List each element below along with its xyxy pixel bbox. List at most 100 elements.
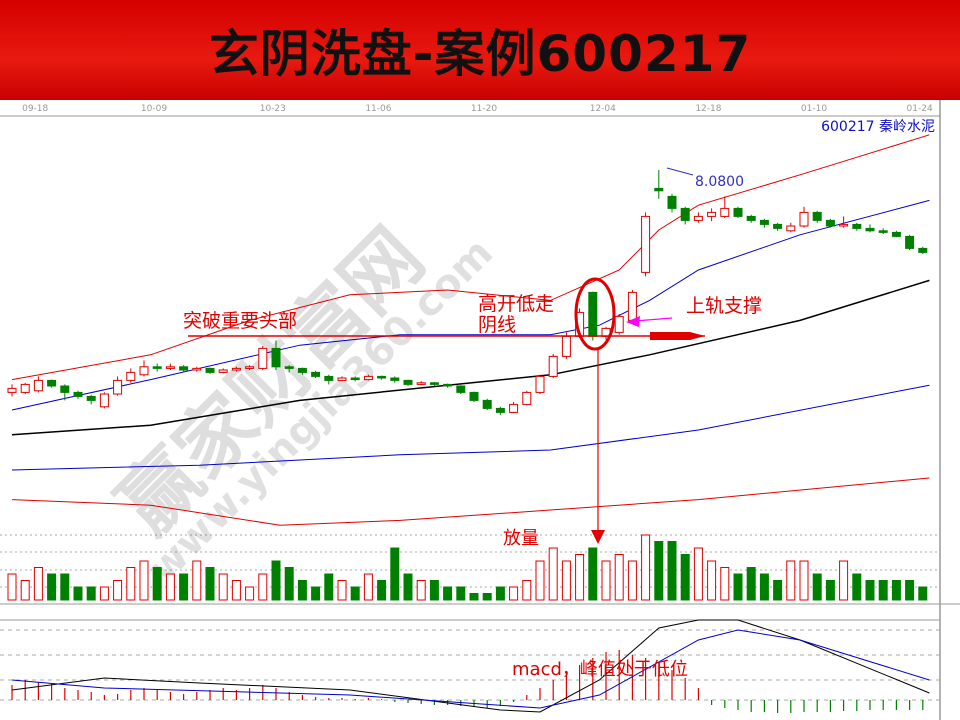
candle-up — [627, 291, 637, 321]
candle-down — [812, 211, 822, 221]
x-tick-label: 10-23 — [260, 104, 286, 114]
candle-down — [680, 207, 690, 221]
volume-bar — [139, 560, 149, 601]
x-tick-label: 12-18 — [695, 104, 721, 114]
volume-bar — [799, 560, 809, 601]
volume-bar — [443, 586, 453, 601]
candle-down — [284, 366, 294, 369]
volume-bar — [707, 560, 717, 601]
candle-up — [245, 366, 255, 369]
volume-bar — [878, 580, 888, 601]
volume-bar — [588, 547, 598, 601]
title-banner: 玄阴洗盘-案例600217 — [0, 0, 960, 100]
volume-bar — [746, 567, 756, 601]
volume-bar — [324, 573, 334, 601]
volume-bar — [363, 573, 373, 601]
mid-band-line — [11, 199, 930, 411]
candle-down — [152, 366, 162, 369]
moving-average-line — [11, 279, 930, 436]
volume-bar — [152, 567, 162, 601]
high-price-label: 8.0800 — [695, 174, 744, 190]
volume-bar — [812, 573, 822, 601]
candle-down — [350, 377, 360, 381]
volume-bar — [905, 580, 915, 601]
candle-down — [179, 366, 189, 371]
annotation-breakout: 突破重要头部 — [183, 310, 297, 332]
volume-bar — [165, 573, 175, 601]
volume-bar — [561, 560, 571, 601]
volume-bar — [548, 547, 558, 601]
annotation-support: 上轨支撑 — [686, 295, 762, 317]
candle-up — [231, 367, 241, 371]
annotation-volume: 放量 — [503, 528, 539, 549]
volume-bar — [720, 567, 730, 601]
x-tick-label: 11-06 — [365, 104, 391, 114]
x-tick-label: 11-20 — [471, 104, 497, 114]
candle-up — [33, 379, 43, 392]
candle-down — [825, 219, 835, 227]
bands — [11, 134, 930, 526]
annotations: 突破重要头部 高开低走 阴线 放量 上轨支撑 8.0800 macd，峰值处于低… — [183, 167, 762, 680]
volume-bar — [773, 580, 783, 601]
macd-dea-line — [11, 629, 930, 709]
candle-down — [443, 383, 453, 387]
candle-up — [20, 383, 30, 393]
candle-down — [205, 367, 215, 373]
volume-bar — [350, 586, 360, 601]
volume-bar — [284, 567, 294, 601]
candle-up — [561, 335, 571, 357]
candle-up — [786, 225, 796, 232]
volume-bar — [231, 580, 241, 601]
volume-bar — [33, 567, 43, 601]
candle-down — [918, 247, 928, 253]
volume-bar — [654, 541, 664, 601]
volume-bar — [509, 586, 519, 601]
candle-down — [456, 385, 466, 393]
volume-bar — [482, 593, 492, 601]
candle-down — [746, 215, 756, 221]
candle-up — [720, 207, 730, 217]
volume-bar — [456, 586, 466, 601]
candle-down — [878, 230, 888, 233]
candle-up — [139, 366, 149, 376]
volume-bar — [205, 567, 215, 601]
candle-down — [588, 291, 598, 337]
volume-bar — [627, 560, 637, 601]
page-title: 玄阴洗盘-案例600217 — [208, 25, 752, 83]
volume-bar — [614, 554, 624, 601]
candle-down — [86, 395, 96, 401]
volume-bar — [271, 560, 281, 601]
volume-bar — [839, 560, 849, 601]
candle-down — [759, 219, 769, 225]
volume-bar — [99, 586, 109, 601]
candle-down — [654, 187, 664, 192]
highlight-ellipse — [574, 277, 616, 351]
volume-bar — [47, 573, 57, 601]
stock-label: 600217 秦岭水泥 — [821, 119, 935, 135]
volume-bar — [416, 580, 426, 601]
magenta-arrow-icon — [626, 316, 640, 327]
volume-bar — [495, 586, 505, 601]
annotation-gap-up-2: 阴线 — [478, 314, 516, 336]
candle-up — [509, 403, 519, 413]
candle-up — [535, 375, 545, 393]
annotation-gap-up-1: 高开低走 — [478, 293, 554, 315]
volume-bar — [218, 573, 228, 601]
candle-down — [482, 399, 492, 409]
volume-bar — [311, 586, 321, 601]
volume-bar — [601, 560, 611, 601]
candle-down — [469, 391, 479, 401]
x-tick-label: 12-04 — [590, 104, 616, 114]
candle-up — [839, 223, 849, 227]
volume-bars — [7, 534, 928, 601]
volume-bar — [377, 580, 387, 601]
volume-bar — [429, 580, 439, 601]
x-tick-label: 10-09 — [141, 104, 167, 114]
volume-bar — [179, 573, 189, 601]
volume-bar — [258, 573, 268, 601]
candle-down — [311, 371, 321, 377]
candle-up — [522, 391, 532, 405]
volume-bar — [733, 573, 743, 601]
volume-bar — [535, 560, 545, 601]
x-tick-label: 01-24 — [907, 104, 933, 114]
